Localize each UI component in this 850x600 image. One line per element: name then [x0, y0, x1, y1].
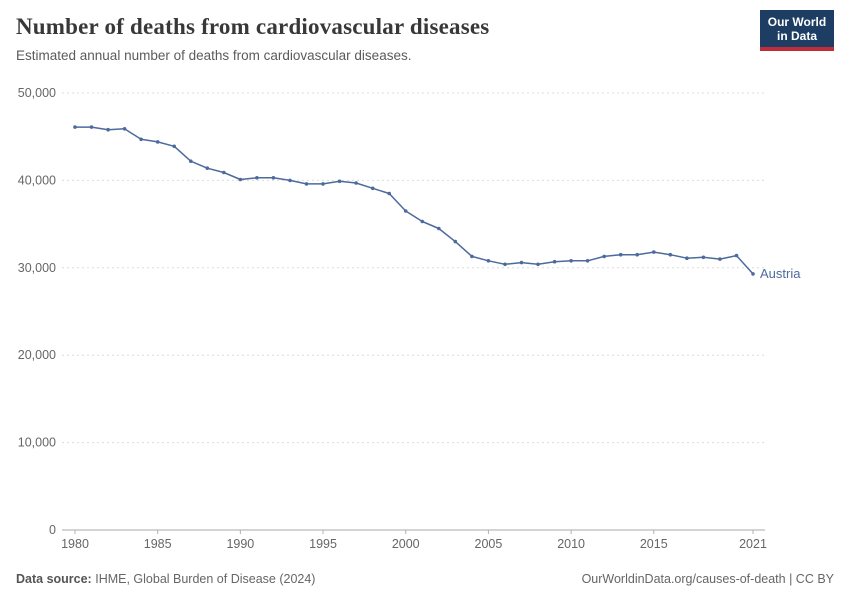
data-point[interactable] [106, 127, 110, 132]
data-point[interactable] [536, 262, 540, 267]
data-point[interactable] [552, 259, 557, 264]
y-tick-label: 50,000 [18, 86, 56, 100]
data-point[interactable] [453, 239, 458, 244]
y-tick-label: 40,000 [18, 173, 56, 187]
data-point[interactable] [751, 272, 755, 276]
series-label-austria[interactable]: Austria [760, 266, 801, 281]
data-point[interactable] [370, 186, 375, 191]
x-tick-label: 1995 [309, 537, 337, 551]
line-chart-canvas: 0 10,000 20,000 30,000 40,000 50,000 1980 1985 1… [0, 80, 850, 555]
data-point[interactable] [602, 254, 606, 259]
data-point[interactable] [519, 260, 524, 265]
data-point[interactable] [288, 178, 292, 183]
data-point[interactable] [189, 159, 193, 163]
data-point[interactable] [321, 182, 325, 186]
series-points[interactable] [73, 125, 755, 276]
data-point[interactable] [387, 191, 392, 196]
series-line-austria[interactable] [74, 126, 754, 275]
y-tick-label: 20,000 [18, 348, 56, 362]
data-point[interactable] [205, 166, 210, 170]
y-tick-label: 30,000 [18, 261, 56, 275]
logo-text-line1: Our World [767, 15, 827, 29]
data-point[interactable] [238, 177, 243, 182]
data-point[interactable] [569, 259, 573, 263]
data-point[interactable] [122, 127, 127, 131]
chart-title: Number of deaths from cardiovascular dis… [16, 14, 490, 39]
data-point[interactable] [685, 256, 689, 260]
y-tick-label: 10,000 [18, 436, 56, 450]
x-tick-label: 2000 [392, 537, 420, 551]
data-point[interactable] [652, 250, 656, 254]
x-tick-label: 2021 [739, 537, 767, 551]
data-point[interactable] [503, 262, 507, 267]
data-point[interactable] [255, 176, 259, 180]
x-tick-label: 1985 [144, 537, 172, 551]
x-tick-label: 2015 [640, 537, 668, 551]
chart-svg: 0 10,000 20,000 30,000 40,000 50,000 1980 1985 1… [18, 86, 801, 551]
data-point[interactable] [73, 125, 77, 129]
x-tick-label: 1980 [61, 537, 89, 551]
data-point[interactable] [734, 253, 739, 258]
data-point[interactable] [337, 179, 342, 184]
x-tick-label: 1990 [226, 537, 254, 551]
data-point[interactable] [618, 252, 623, 257]
data-point[interactable] [89, 125, 94, 129]
data-source-note: Data source: IHME, Global Burden of Dise… [16, 572, 315, 586]
footer-citation-link[interactable]: OurWorldinData.org/causes-of-death | CC … [581, 572, 834, 586]
data-point[interactable] [139, 137, 143, 142]
owid-logo[interactable]: Our World in Data [760, 10, 834, 51]
chart-subtitle: Estimated annual number of deaths from c… [16, 48, 412, 63]
y-tick-label: 0 [49, 523, 56, 537]
data-point[interactable] [437, 226, 441, 231]
data-point[interactable] [470, 254, 474, 259]
data-point[interactable] [420, 219, 425, 224]
chart-header: Number of deaths from cardiovascular dis… [0, 0, 850, 63]
x-tick-label: 2005 [475, 537, 503, 551]
data-point[interactable] [585, 259, 590, 263]
data-point[interactable] [304, 182, 309, 186]
data-point[interactable] [701, 255, 706, 260]
data-point[interactable] [172, 144, 176, 149]
data-point[interactable] [403, 209, 408, 213]
chart-footer: Data source: IHME, Global Burden of Dise… [0, 572, 850, 600]
data-point[interactable] [635, 252, 639, 257]
data-point[interactable] [271, 176, 276, 180]
logo-text-line2: in Data [776, 29, 817, 43]
data-point[interactable] [222, 170, 226, 175]
x-tick-label: 2010 [557, 537, 585, 551]
data-source-label: Data source: [16, 572, 92, 586]
data-point[interactable] [668, 252, 673, 257]
data-point[interactable] [155, 140, 160, 144]
data-point[interactable] [486, 259, 491, 263]
data-source-value: IHME, Global Burden of Disease (2024) [95, 572, 316, 586]
data-point[interactable] [718, 257, 722, 261]
data-point[interactable] [354, 181, 358, 185]
